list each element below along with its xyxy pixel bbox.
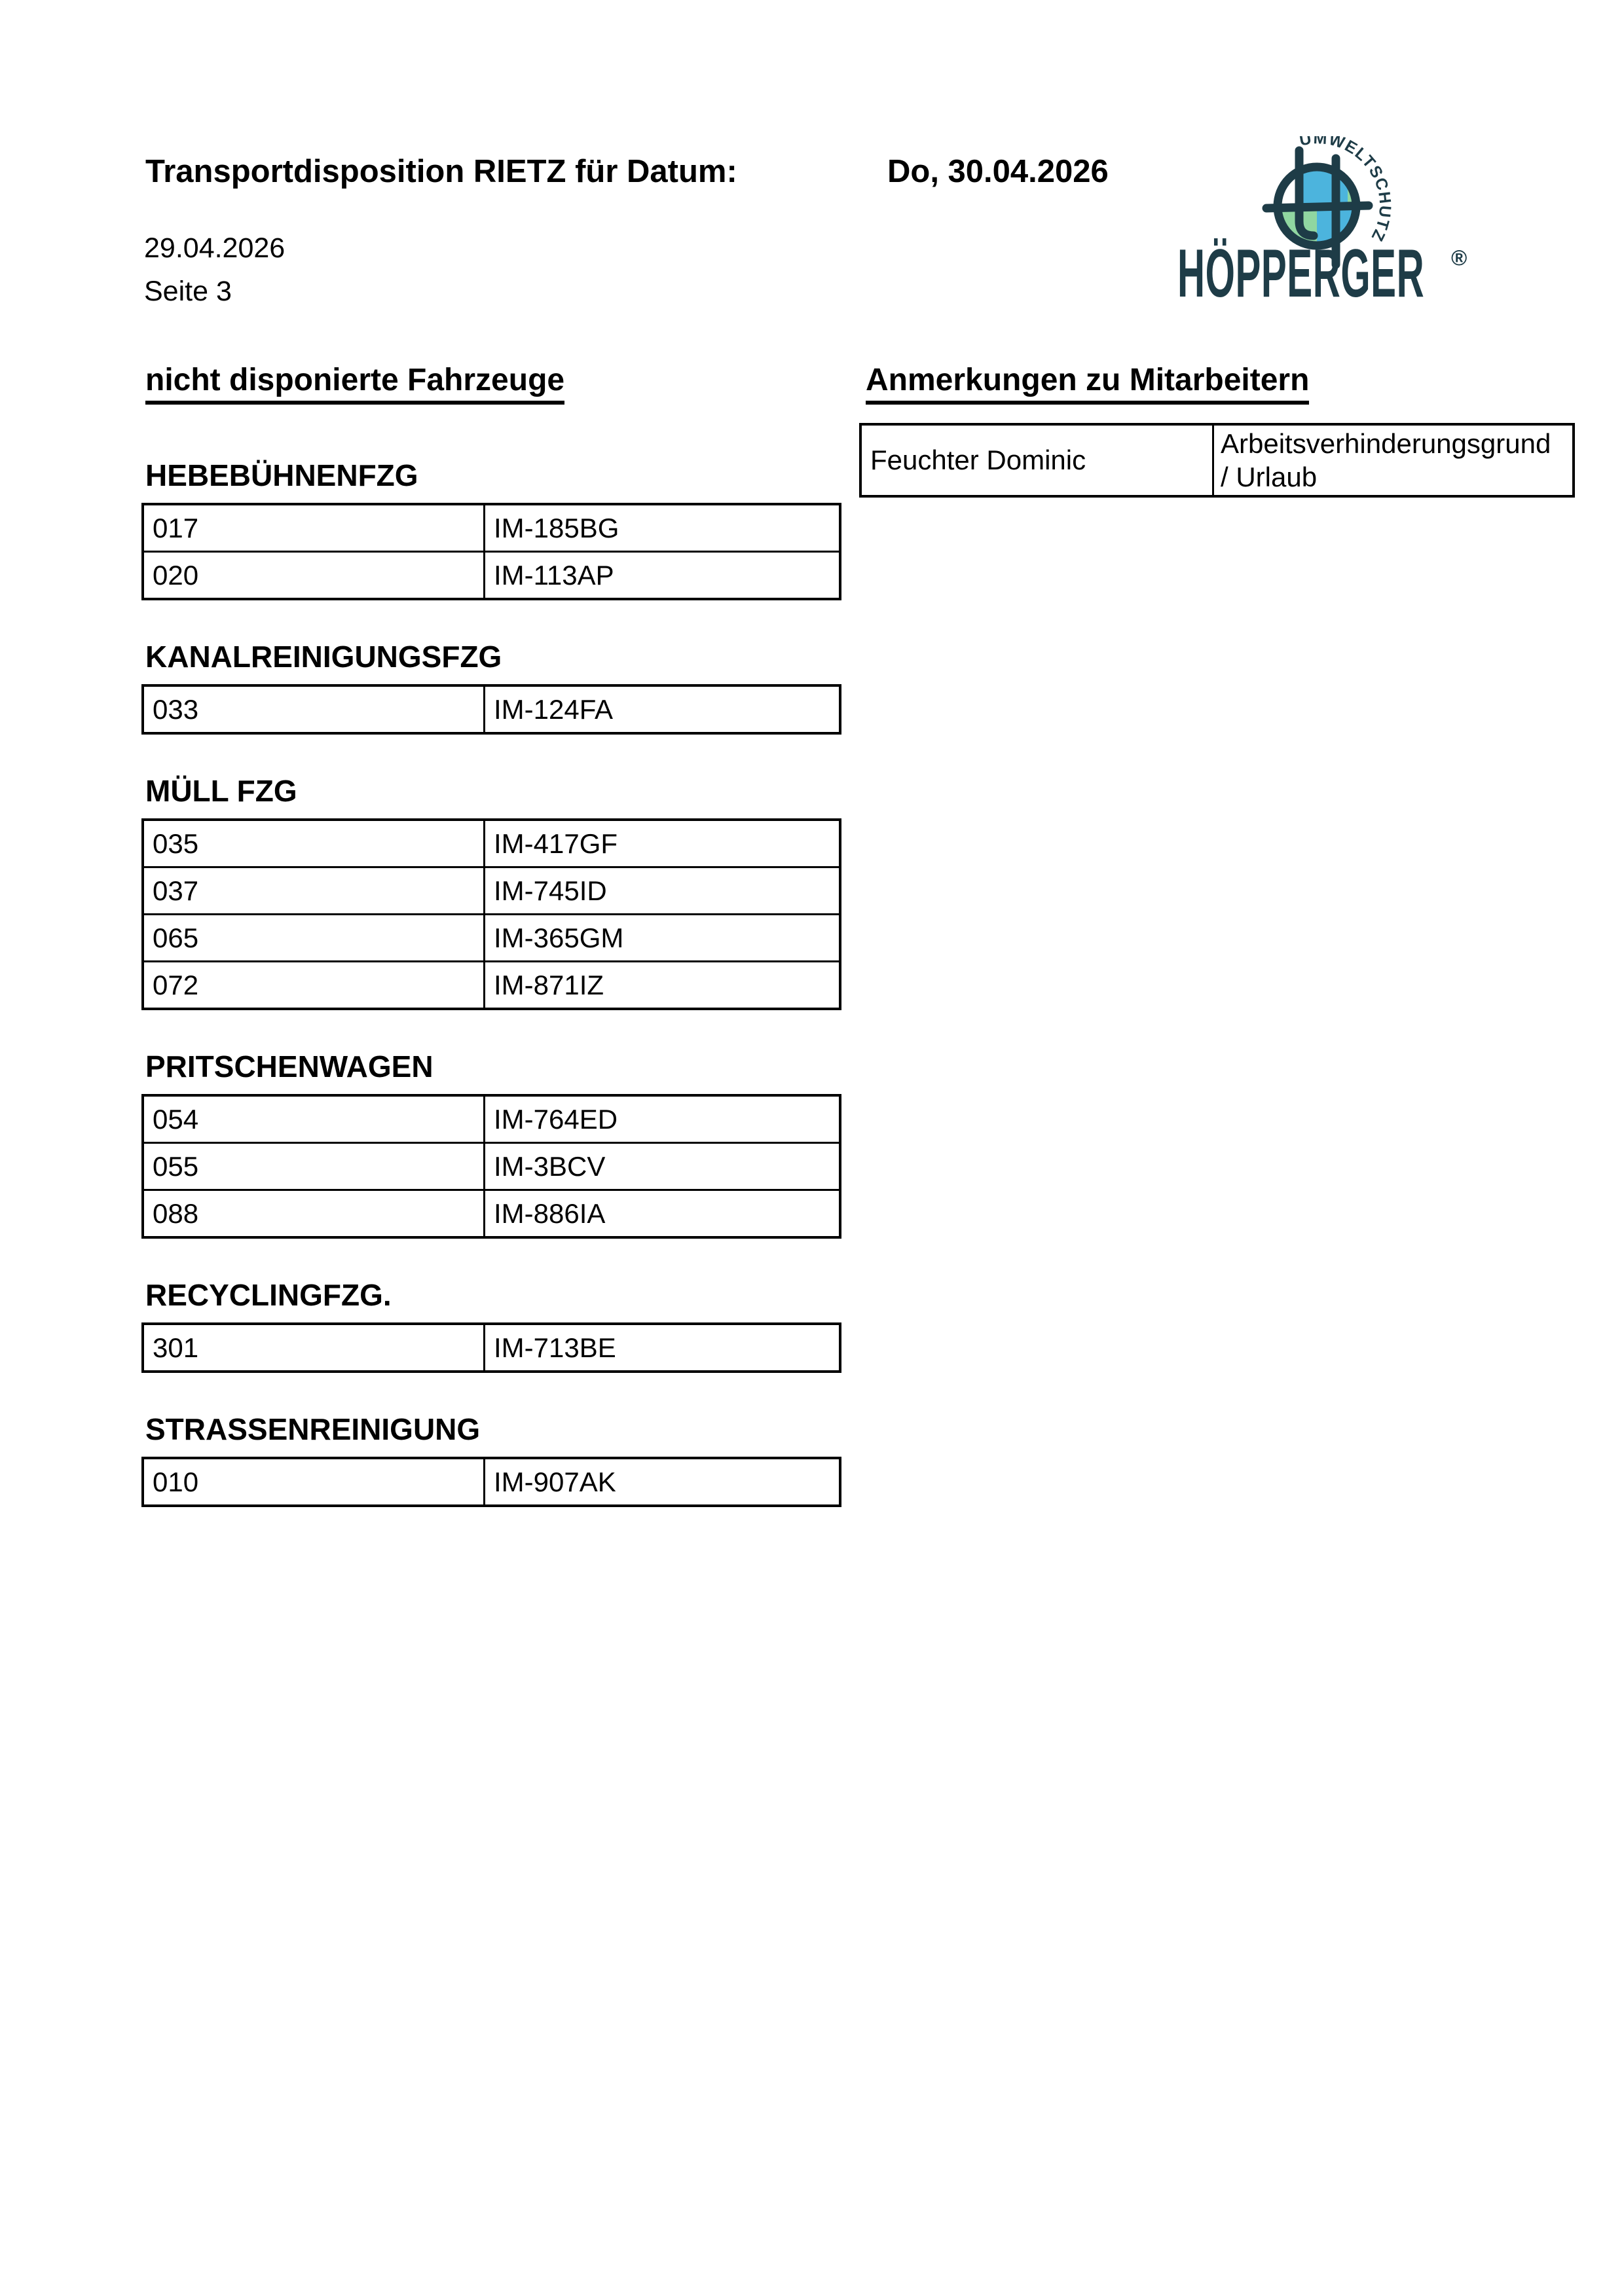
vehicle-table: 017 IM-185BG 020 IM-113AP	[141, 503, 841, 600]
vehicle-group-title: STRASSENREINIGUNG	[145, 1412, 481, 1446]
table-row: 065 IM-365GM	[141, 913, 841, 962]
vehicle-group: STRASSENREINIGUNG 010 IM-907AK	[141, 1412, 841, 1507]
vehicle-plate-cell: IM-745ID	[483, 866, 841, 915]
vehicle-group: RECYCLINGFZG. 301 IM-713BE	[141, 1278, 841, 1373]
vehicle-table: 010 IM-907AK	[141, 1457, 841, 1507]
brand-wordmark: HÖPPERGER	[1177, 236, 1425, 312]
vehicles-section-heading: nicht disponierte Fahrzeuge	[145, 364, 565, 405]
vehicle-number-cell: 054	[141, 1094, 485, 1144]
vehicle-group-title: MÜLL FZG	[145, 774, 297, 808]
vehicle-plate-cell: IM-871IZ	[483, 960, 841, 1010]
vehicle-number-cell: 017	[141, 503, 485, 553]
table-row: 072 IM-871IZ	[141, 960, 841, 1010]
vehicle-group-title: RECYCLINGFZG.	[145, 1278, 392, 1312]
table-row: 033 IM-124FA	[141, 684, 841, 735]
vehicle-plate-cell: IM-886IA	[483, 1189, 841, 1239]
vehicle-plate-cell: IM-417GF	[483, 818, 841, 868]
vehicle-table: 301 IM-713BE	[141, 1322, 841, 1373]
vehicle-number-cell: 088	[141, 1189, 485, 1239]
vehicle-plate-cell: IM-764ED	[483, 1094, 841, 1144]
vehicle-group: MÜLL FZG 035 IM-417GF 037 IM-745ID 065 IM-365G…	[141, 774, 841, 1010]
vehicle-number-cell: 033	[141, 684, 485, 735]
remark-cell: Arbeitsverhinderungsgrund / Urlaub	[1212, 423, 1575, 498]
table-row: 017 IM-185BG	[141, 503, 841, 553]
vehicle-number-cell: 010	[141, 1457, 485, 1507]
table-row: 055 IM-3BCV	[141, 1142, 841, 1191]
table-row: 035 IM-417GF	[141, 818, 841, 868]
vehicle-group: PRITSCHENWAGEN 054 IM-764ED 055 IM-3BCV 088 IM…	[141, 1049, 841, 1239]
vehicle-number-cell: 020	[141, 551, 485, 600]
vehicle-group: KANALREINIGUNGSFZG 033 IM-124FA	[141, 640, 841, 735]
vehicle-number-cell: 055	[141, 1142, 485, 1191]
vehicle-group-title: PRITSCHENWAGEN	[145, 1049, 434, 1084]
globe-logo-icon: UMWELTSCHUTZ	[1262, 136, 1393, 269]
employee-name-cell: Feuchter Dominic	[859, 423, 1214, 498]
vehicle-plate-cell: IM-713BE	[483, 1322, 841, 1373]
vehicle-table: 054 IM-764ED 055 IM-3BCV 088 IM-886IA	[141, 1094, 841, 1239]
vehicle-number-cell: 065	[141, 913, 485, 962]
vehicle-number-cell: 072	[141, 960, 485, 1010]
remarks-row: Feuchter Dominic Arbeitsverhinderungsgru…	[859, 423, 1575, 498]
table-row: 020 IM-113AP	[141, 551, 841, 600]
vehicle-groups: HEBEBÜHNENFZG 017 IM-185BG 020 IM-113AP KANAL…	[141, 458, 841, 1507]
vehicle-group: HEBEBÜHNENFZG 017 IM-185BG 020 IM-113AP	[141, 458, 841, 600]
vehicle-plate-cell: IM-3BCV	[483, 1142, 841, 1191]
table-row: 037 IM-745ID	[141, 866, 841, 915]
company-logo: UMWELTSCHUTZ HÖPPERGER ®	[1172, 134, 1624, 337]
table-row: 010 IM-907AK	[141, 1457, 841, 1507]
created-date: 29.04.2026	[144, 232, 286, 264]
vehicle-number-cell: 037	[141, 866, 485, 915]
table-row: 054 IM-764ED	[141, 1094, 841, 1144]
remarks-table-wrap: Feuchter Dominic Arbeitsverhinderungsgru…	[859, 423, 1575, 498]
vehicle-table: 035 IM-417GF 037 IM-745ID 065 IM-365GM 072 IM-8…	[141, 818, 841, 1010]
vehicle-plate-cell: IM-907AK	[483, 1457, 841, 1507]
vehicle-number-cell: 035	[141, 818, 485, 868]
vehicle-table: 033 IM-124FA	[141, 684, 841, 735]
registered-trademark-symbol: ®	[1451, 246, 1467, 270]
report-date: Do, 30.04.2026	[887, 154, 1109, 189]
table-row: 088 IM-886IA	[141, 1189, 841, 1239]
vehicle-plate-cell: IM-185BG	[483, 503, 841, 553]
vehicle-plate-cell: IM-365GM	[483, 913, 841, 962]
page-number: Seite 3	[144, 276, 232, 307]
remarks-table: Feuchter Dominic Arbeitsverhinderungsgru…	[859, 423, 1575, 498]
vehicle-plate-cell: IM-113AP	[483, 551, 841, 600]
report-title: Transportdisposition RIETZ für Datum:	[145, 154, 737, 189]
vehicle-group-title: HEBEBÜHNENFZG	[145, 458, 418, 492]
vehicle-group-title: KANALREINIGUNGSFZG	[145, 640, 502, 674]
table-row: 301 IM-713BE	[141, 1322, 841, 1373]
vehicle-plate-cell: IM-124FA	[483, 684, 841, 735]
remarks-section-heading: Anmerkungen zu Mitarbeitern	[866, 364, 1310, 405]
vehicle-number-cell: 301	[141, 1322, 485, 1373]
